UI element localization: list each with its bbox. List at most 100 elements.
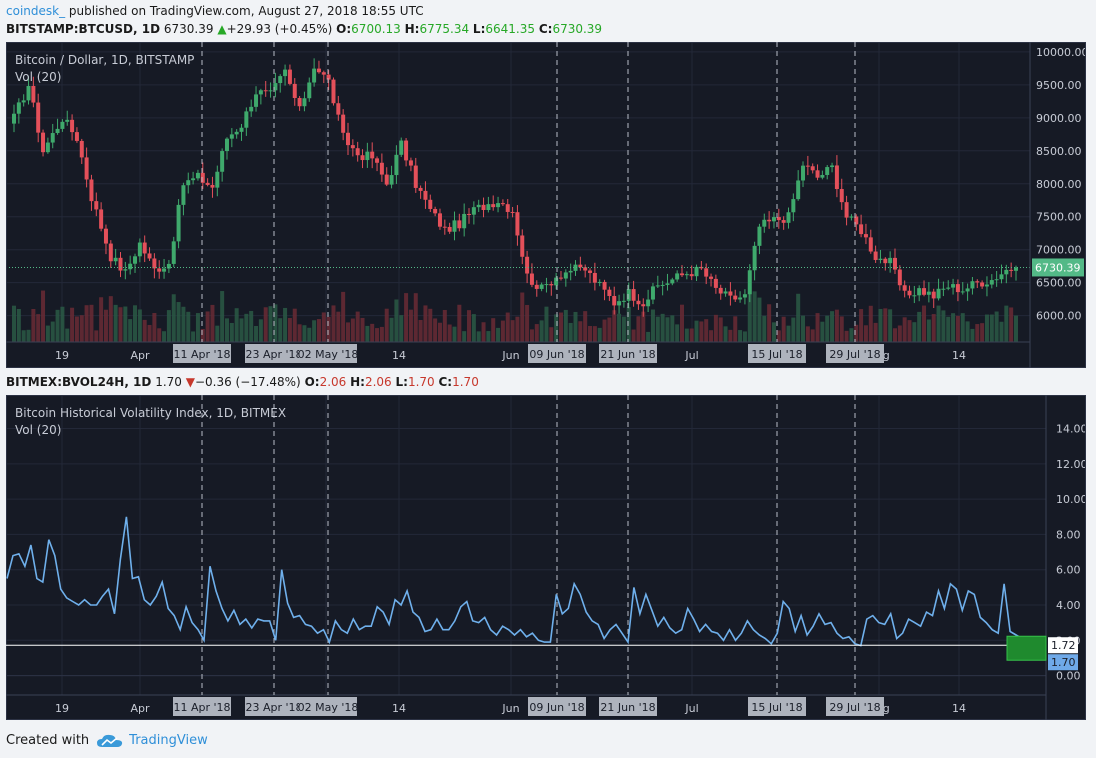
top-change: +29.93 (+0.45%) — [226, 22, 333, 36]
candle-body — [302, 98, 307, 107]
volume-bar — [302, 325, 307, 342]
volume-bar — [820, 321, 825, 342]
volume-bar — [917, 311, 922, 342]
bottom-change: −0.36 (−17.48%) — [194, 375, 301, 389]
volume-bar — [258, 319, 263, 342]
candle-body — [907, 290, 912, 296]
volume-bar — [907, 320, 912, 342]
marker-label: 29 Jul '18 — [829, 348, 880, 361]
volume-bar — [994, 311, 999, 342]
candle-body — [442, 226, 447, 228]
volume-bar — [999, 321, 1004, 342]
candle-body — [873, 251, 878, 260]
volume-bar — [626, 307, 631, 342]
candle-body — [74, 132, 79, 141]
volume-bar — [617, 313, 622, 342]
volume-bar — [786, 325, 791, 342]
volume-bar — [471, 314, 476, 342]
candle-body — [839, 189, 844, 203]
candle-body — [626, 289, 631, 301]
volume-bar — [287, 318, 292, 342]
volume-bar — [801, 315, 806, 342]
candle-body — [631, 289, 636, 301]
candle-body — [481, 204, 486, 211]
volume-bar — [568, 322, 573, 342]
bottom-open-value: 2.06 — [319, 375, 347, 389]
volume-bar — [41, 290, 46, 342]
candle-body — [563, 272, 568, 279]
candle-body — [41, 132, 46, 153]
candle-body — [733, 295, 738, 300]
volume-bar — [355, 311, 360, 342]
candle-body — [341, 114, 346, 133]
top-legend: BITSTAMP:BTCUSD, 1D 6730.39 ▲+29.93 (+0.… — [6, 22, 602, 36]
volume-bar — [897, 325, 902, 342]
price-chart[interactable]: 10000.00 9500.00 9000.00 8500.00 8000.00 7500… — [6, 42, 1089, 368]
volume-bar — [951, 313, 956, 342]
volume-bar — [462, 331, 467, 342]
candle-body — [849, 216, 854, 218]
footer-brand[interactable]: TradingView — [129, 733, 208, 748]
volume-bar — [65, 328, 70, 342]
candle-body — [539, 284, 544, 289]
x-tick-label: Jun — [501, 349, 519, 362]
volume-bar — [510, 320, 515, 342]
publisher-name[interactable]: coindesk_ — [6, 4, 66, 18]
candle-body — [423, 190, 428, 200]
bottom-low-value: 1.70 — [407, 375, 435, 389]
volume-bar — [389, 317, 394, 342]
volatility-chart[interactable]: 14.0012.0010.008.006.004.002.000.0019Apr… — [6, 395, 1088, 720]
x-tick-label: 19 — [55, 349, 69, 362]
candle-body — [94, 201, 99, 210]
volume-bar — [849, 328, 854, 342]
candle-body — [709, 276, 714, 279]
volume-bar — [312, 320, 317, 342]
volume-bar — [79, 315, 84, 342]
volume-bar — [723, 326, 728, 342]
volume-bar — [108, 296, 113, 342]
volume-bar — [805, 326, 810, 342]
volume-bar — [960, 313, 965, 342]
price-chart-panel[interactable]: 10000.00 9500.00 9000.00 8500.00 8000.00 7500… — [6, 42, 1089, 368]
volume-bar — [481, 322, 486, 342]
candle-body — [133, 256, 138, 264]
volume-bar — [268, 306, 273, 342]
marker-label-box — [528, 697, 586, 716]
volume-bar — [563, 309, 568, 342]
candle-body — [684, 274, 689, 276]
top-symbol[interactable]: BITSTAMP:BTCUSD, 1D — [6, 22, 161, 36]
volume-bar — [181, 306, 186, 342]
candle-body — [776, 217, 781, 221]
volatility-chart-panel[interactable]: 14.0012.0010.008.006.004.002.000.0019Apr… — [6, 395, 1088, 720]
y-tick-label: 7000.00 — [1036, 244, 1082, 257]
candle-body — [965, 288, 970, 292]
marker-label: 29 Jul '18 — [829, 701, 880, 714]
candle-body — [137, 242, 142, 257]
candle-body — [263, 90, 268, 92]
bottom-open-label: O: — [304, 375, 320, 389]
volume-bar — [558, 312, 563, 342]
candle-body — [433, 208, 438, 214]
candle-body — [641, 304, 646, 307]
volume-bar — [573, 311, 578, 342]
candle-body — [960, 291, 965, 293]
candle-body — [830, 165, 835, 168]
marker-label: 23 Apr '18 — [245, 701, 302, 714]
candle-body — [951, 284, 956, 288]
volume-bar — [680, 304, 684, 342]
bottom-symbol[interactable]: BITMEX:BVOL24H, 1D — [6, 375, 152, 389]
candle-body — [350, 145, 355, 149]
volume-bar — [413, 293, 418, 342]
volume-bar — [878, 308, 883, 342]
y-tick-label: 4.00 — [1056, 599, 1081, 612]
candle-body — [854, 216, 859, 225]
candle-body — [471, 207, 476, 215]
top-last: 6730.39 — [163, 22, 214, 36]
candle-body — [878, 258, 883, 260]
volume-bar — [350, 318, 355, 342]
marker-label-box — [173, 344, 231, 363]
volume-bar — [941, 310, 946, 342]
candle-body — [428, 199, 433, 209]
ref-tag: 1.72 — [1051, 639, 1076, 652]
candle-body — [675, 273, 680, 280]
